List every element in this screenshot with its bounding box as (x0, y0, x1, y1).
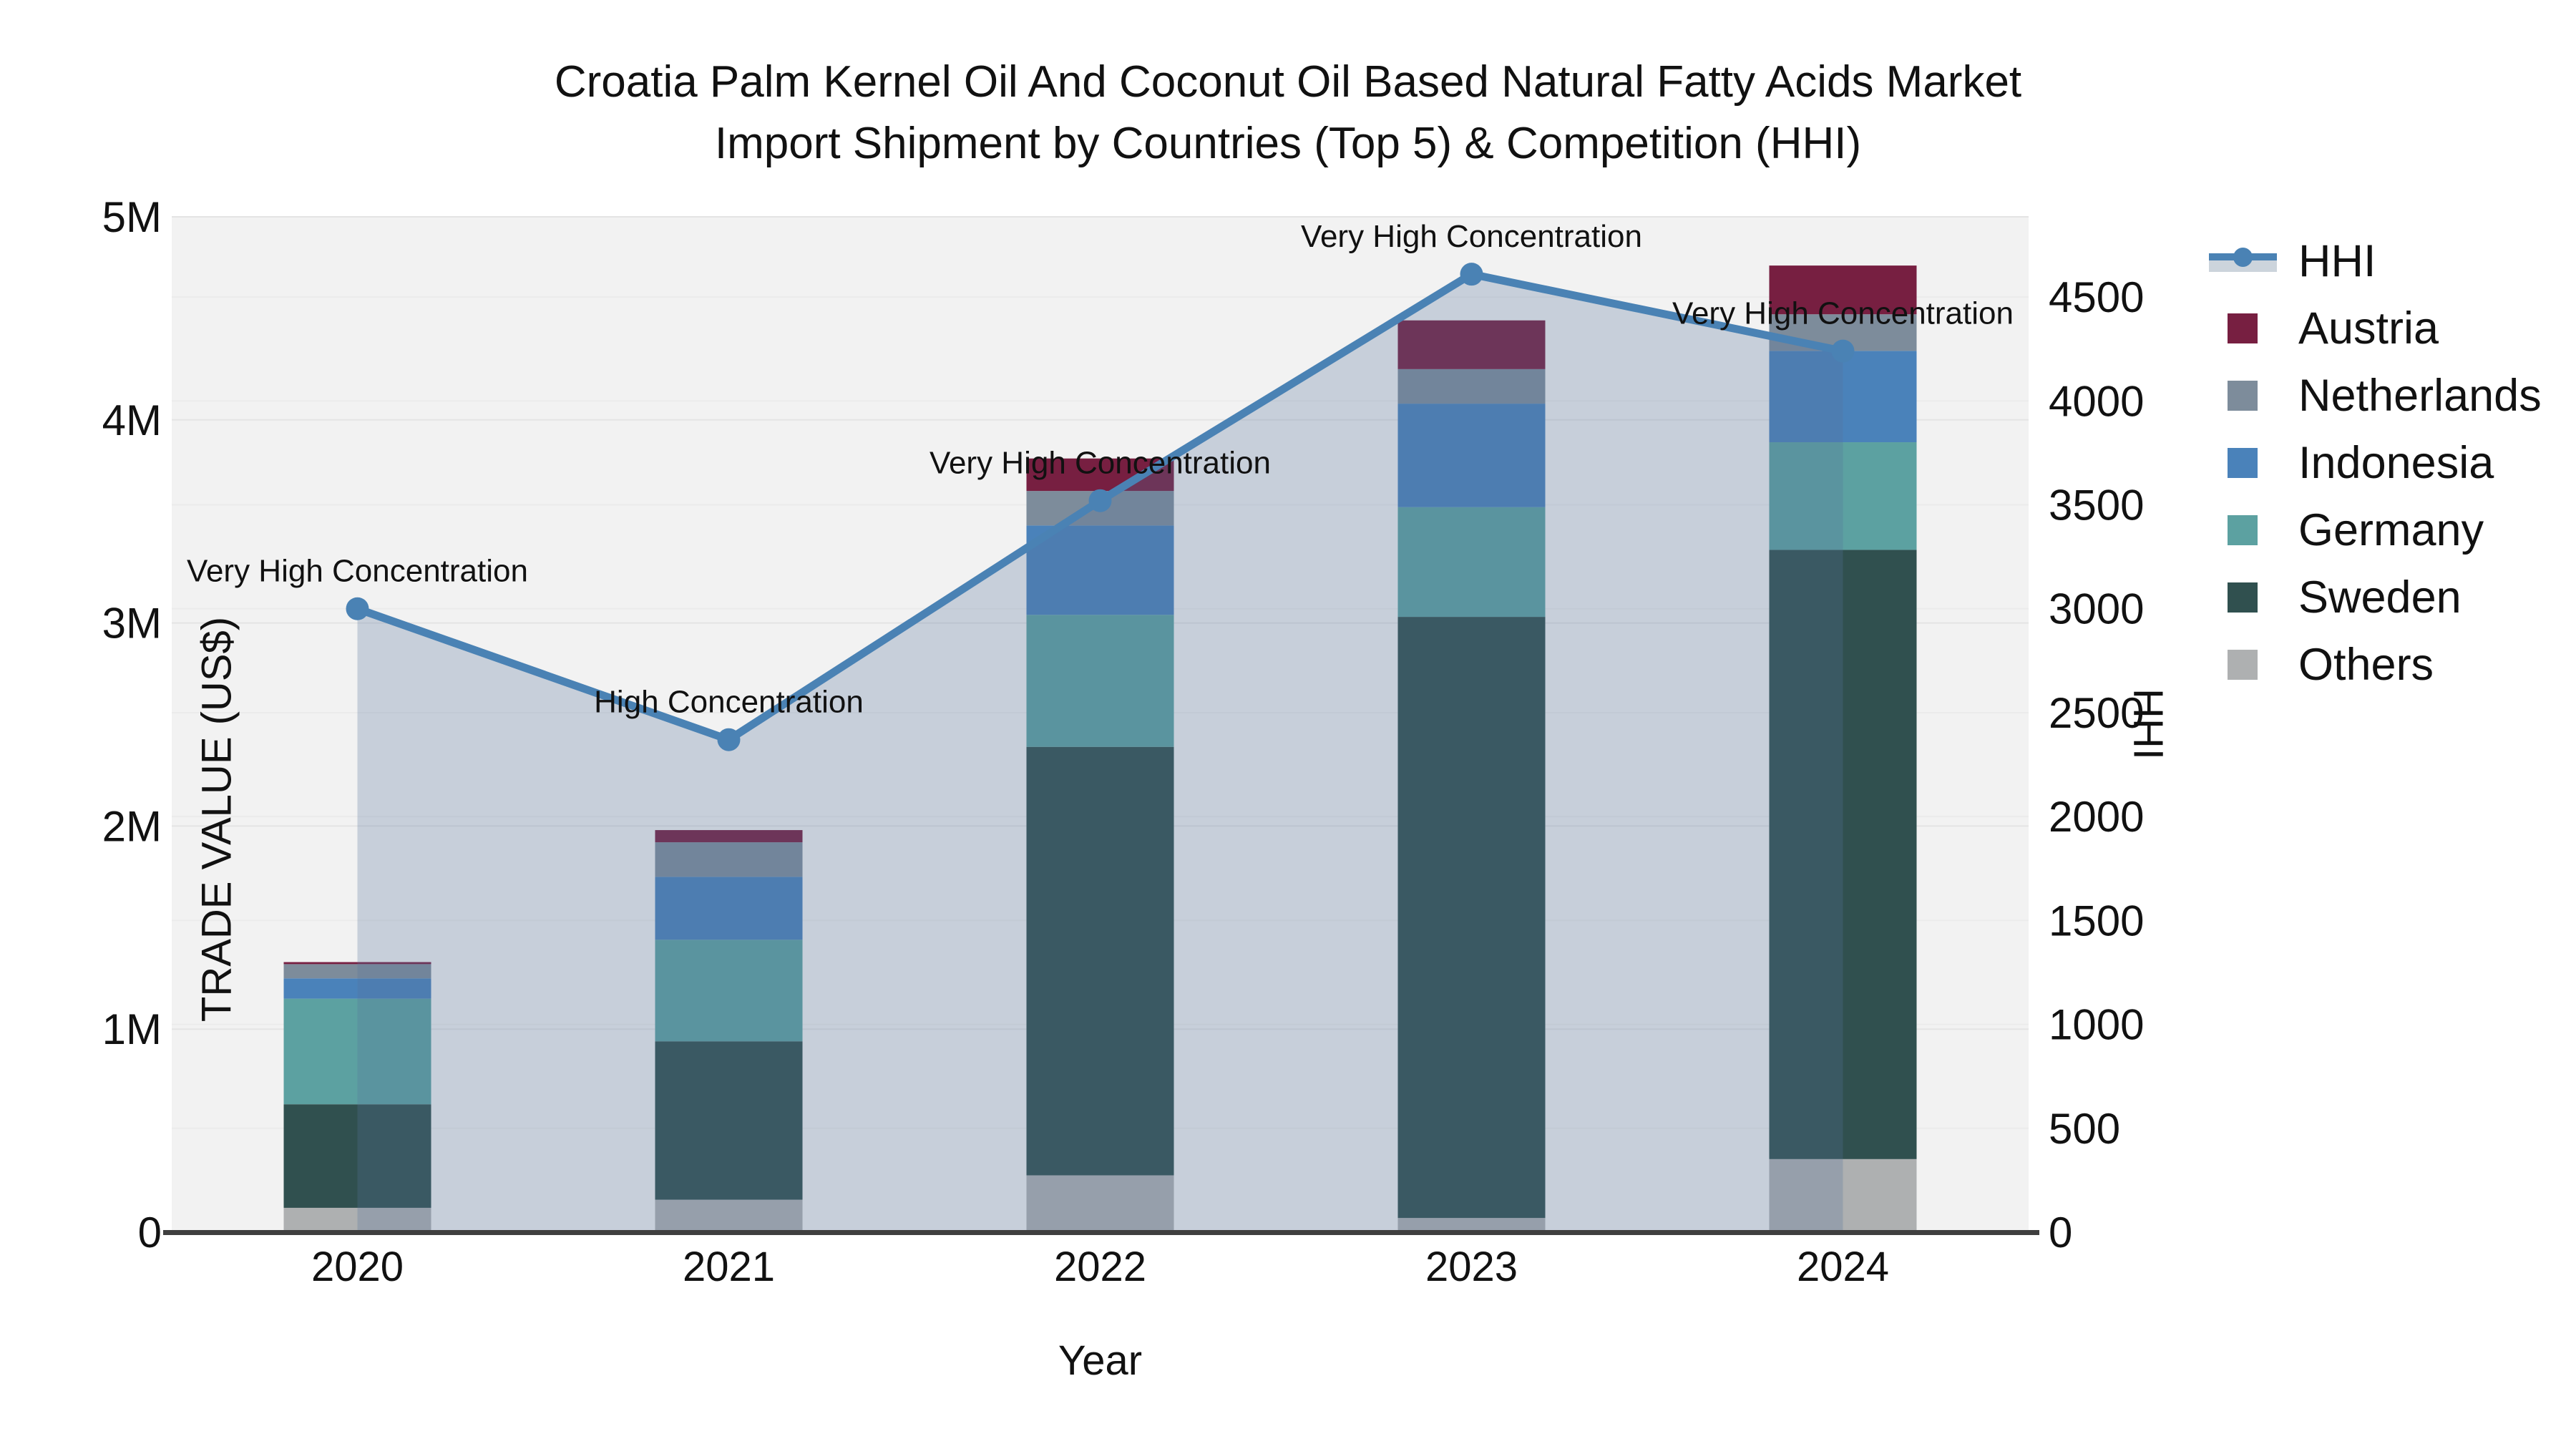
hhi-marker-2020[interactable] (346, 597, 369, 620)
bar-segment-austria-2023[interactable] (1397, 320, 1546, 369)
bar-segment-sweden-2024[interactable] (1769, 550, 1917, 1159)
annotation-2021: High Concentration (594, 685, 864, 720)
bar-segment-germany-2022[interactable] (1026, 615, 1174, 747)
bar-segment-sweden-2022[interactable] (1026, 746, 1174, 1176)
legend-item-sweden[interactable]: Sweden (2205, 564, 2542, 631)
y-left-tick-4M: 4M (102, 396, 162, 444)
bar-segment-others-2022[interactable] (1026, 1175, 1174, 1232)
x-tick-2024: 2024 (1797, 1244, 1889, 1290)
y-right-tick-2500: 2500 (2049, 689, 2144, 737)
legend-label-hhi: HHI (2298, 236, 2376, 286)
bar-segment-indonesia-2022[interactable] (1026, 525, 1174, 615)
y-left-axis-title: TRADE VALUE (US$) (193, 616, 240, 1023)
legend-swatch-austria (2228, 313, 2258, 343)
x-tick-2022: 2022 (1054, 1244, 1146, 1290)
bar-segment-sweden-2023[interactable] (1397, 617, 1546, 1219)
bar-segment-netherlands-2020[interactable] (283, 964, 431, 979)
annotation-2023: Very High Concentration (1301, 219, 1642, 254)
legend-swatch-netherlands (2228, 381, 2258, 411)
legend-swatch-sweden (2228, 582, 2258, 613)
legend-label-germany: Germany (2298, 505, 2484, 555)
hhi-marker-2024[interactable] (1831, 339, 1855, 363)
y-right-tick-2000: 2000 (2049, 793, 2144, 841)
chart-title-line1: Croatia Palm Kernel Oil And Coconut Oil … (554, 57, 2022, 107)
hhi-marker-2021[interactable] (717, 728, 741, 751)
y-right-tick-500: 500 (2049, 1105, 2120, 1153)
x-tick-2023: 2023 (1425, 1244, 1518, 1290)
annotation-2022: Very High Concentration (930, 446, 1271, 481)
y-left-tick-3M: 3M (102, 600, 162, 648)
bar-segment-austria-2021[interactable] (655, 830, 803, 843)
bar-segment-indonesia-2020[interactable] (283, 978, 431, 999)
chart-title-line2: Import Shipment by Countries (Top 5) & C… (714, 119, 1862, 168)
legend-item-others[interactable]: Others (2205, 631, 2542, 698)
y-left-tick-2M: 2M (102, 802, 162, 850)
bar-segment-austria-2020[interactable] (283, 962, 431, 965)
y-right-tick-4500: 4500 (2049, 273, 2144, 321)
y-right-tick-1500: 1500 (2049, 897, 2144, 945)
hhi-area (357, 274, 1843, 1232)
hhi-legend-icon (2208, 248, 2277, 273)
legend-label-others: Others (2298, 640, 2434, 690)
legend-item-indonesia[interactable]: Indonesia (2205, 429, 2542, 497)
x-axis-title: Year (1058, 1337, 1143, 1384)
y-right-tick-4000: 4000 (2049, 377, 2144, 425)
legend-swatch-others (2228, 650, 2258, 680)
y-right-tick-3500: 3500 (2049, 482, 2144, 530)
bar-segment-austria-2024[interactable] (1769, 265, 1917, 315)
bar-segment-indonesia-2021[interactable] (655, 877, 803, 940)
bar-segment-germany-2021[interactable] (655, 940, 803, 1042)
y-left-tick-0: 0 (138, 1209, 162, 1257)
x-tick-2021: 2021 (683, 1244, 775, 1290)
legend-label-netherlands: Netherlands (2298, 371, 2542, 421)
y-right-tick-0: 0 (2049, 1209, 2072, 1257)
hhi-marker-2022[interactable] (1088, 489, 1112, 512)
legend-item-germany[interactable]: Germany (2205, 497, 2542, 564)
legend: HHI Austria Netherlands Indonesia Germany Swe… (2205, 228, 2542, 698)
legend-label-indonesia: Indonesia (2298, 438, 2494, 488)
y-right-axis-title: HHI (2124, 688, 2172, 760)
hhi-marker-2023[interactable] (1460, 263, 1483, 286)
bar-segment-others-2024[interactable] (1769, 1158, 1917, 1232)
legend-label-austria: Austria (2298, 303, 2439, 353)
legend-item-austria[interactable]: Austria (2205, 295, 2542, 362)
x-tick-2020: 2020 (311, 1244, 404, 1290)
y-left-tick-5M: 5M (102, 193, 162, 241)
bar-segment-germany-2020[interactable] (283, 998, 431, 1105)
bar-segment-netherlands-2023[interactable] (1397, 369, 1546, 404)
y-right-tick-3000: 3000 (2049, 585, 2144, 633)
bar-segment-others-2021[interactable] (655, 1199, 803, 1232)
bar-segment-germany-2024[interactable] (1769, 442, 1917, 550)
annotation-2020: Very High Concentration (187, 554, 528, 589)
bar-segment-others-2023[interactable] (1397, 1218, 1546, 1232)
bar-segment-indonesia-2024[interactable] (1769, 351, 1917, 443)
bar-segment-netherlands-2021[interactable] (655, 842, 803, 877)
legend-item-netherlands[interactable]: Netherlands (2205, 362, 2542, 429)
bar-segment-others-2020[interactable] (283, 1207, 431, 1232)
legend-swatch-germany (2228, 515, 2258, 545)
bar-segment-sweden-2020[interactable] (283, 1104, 431, 1208)
y-right-tick-1000: 1000 (2049, 1001, 2144, 1049)
annotation-2024: Very High Concentration (1672, 296, 2014, 331)
x-axis-line (163, 1230, 2039, 1235)
legend-item-hhi[interactable]: HHI (2205, 228, 2542, 295)
bar-segment-germany-2023[interactable] (1397, 507, 1546, 618)
legend-label-sweden: Sweden (2298, 572, 2462, 623)
legend-swatch-indonesia (2228, 448, 2258, 478)
bar-segment-indonesia-2023[interactable] (1397, 404, 1546, 507)
chart-title: Croatia Palm Kernel Oil And Coconut Oil … (0, 52, 2576, 175)
bar-segment-sweden-2021[interactable] (655, 1041, 803, 1200)
y-left-tick-1M: 1M (102, 1005, 162, 1053)
